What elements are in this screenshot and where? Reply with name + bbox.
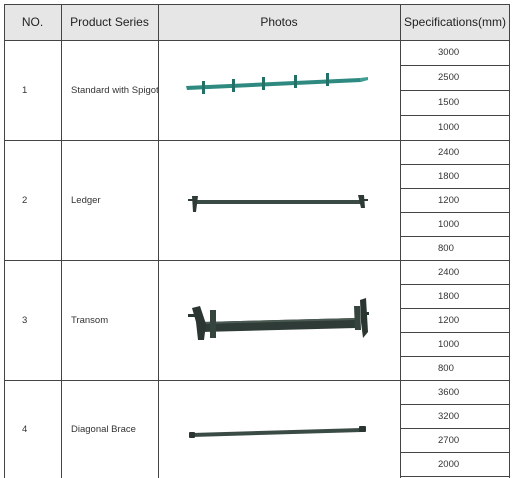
row-2-spec-1: 2400 xyxy=(438,146,460,158)
spec-divider xyxy=(400,284,510,285)
border-row-3 xyxy=(4,380,510,381)
border-header xyxy=(4,40,510,41)
spec-divider xyxy=(400,236,510,237)
row-3-spec-2: 1800 xyxy=(438,290,460,302)
diagonal-brace-photo xyxy=(189,426,366,438)
row-1-series: Standard with Spigot xyxy=(71,84,159,96)
row-4-spec-4: 2000 xyxy=(438,458,460,470)
spec-divider xyxy=(400,90,510,91)
spec-divider xyxy=(400,115,510,116)
row-1-number: 1 xyxy=(22,84,28,96)
spec-divider xyxy=(400,212,510,213)
border-top xyxy=(4,4,510,5)
row-1-spec-3: 1500 xyxy=(438,97,460,108)
row-3-number: 3 xyxy=(22,314,28,326)
row-3-spec-4: 1000 xyxy=(438,338,460,350)
border-left xyxy=(4,4,5,478)
row-4-spec-1: 3600 xyxy=(438,386,460,398)
border-col-3 xyxy=(400,4,401,478)
row-4-spec-3: 2700 xyxy=(438,434,460,446)
border-right xyxy=(509,4,510,478)
row-2-spec-3: 1200 xyxy=(438,194,460,206)
row-3-spec-5: 800 xyxy=(438,362,454,374)
spec-divider xyxy=(400,332,510,333)
row-3-spec-3: 1200 xyxy=(438,314,460,326)
header-series: Product Series xyxy=(61,4,158,40)
header-specs: Specifications(mm) xyxy=(400,4,510,40)
row-1-spec-2: 2500 xyxy=(438,72,460,83)
row-3-series: Transom xyxy=(71,314,109,326)
standard-spigot-photo xyxy=(186,73,368,94)
spec-divider xyxy=(400,428,510,429)
row-2-spec-2: 1800 xyxy=(438,170,460,182)
border-row-1 xyxy=(4,140,510,141)
row-3-spec-1: 2400 xyxy=(438,266,460,278)
ledger-photo xyxy=(188,195,368,212)
border-row-2 xyxy=(4,260,510,261)
row-4-series: Diagonal Brace xyxy=(71,423,136,435)
header-no: NO. xyxy=(4,4,61,40)
row-2-number: 2 xyxy=(22,194,28,206)
border-col-1 xyxy=(61,4,62,478)
header-photos: Photos xyxy=(158,4,400,40)
row-2-series: Ledger xyxy=(71,194,101,206)
spec-divider xyxy=(400,476,510,477)
row-1-spec-1: 3000 xyxy=(438,47,460,58)
row-4-number: 4 xyxy=(22,423,28,435)
row-1-spec-4: 1000 xyxy=(438,122,460,133)
spec-divider xyxy=(400,452,510,453)
product-table: NO. Product Series Photos Specifications… xyxy=(4,4,510,478)
spec-divider xyxy=(400,65,510,66)
spec-divider xyxy=(400,308,510,309)
border-col-2 xyxy=(158,4,159,478)
spec-divider xyxy=(400,188,510,189)
spec-divider xyxy=(400,356,510,357)
row-2-spec-5: 800 xyxy=(438,242,454,254)
row-4-spec-2: 3200 xyxy=(438,410,460,422)
row-2-spec-4: 1000 xyxy=(438,218,460,230)
transom-photo xyxy=(188,298,369,340)
spec-divider xyxy=(400,404,510,405)
spec-divider xyxy=(400,164,510,165)
